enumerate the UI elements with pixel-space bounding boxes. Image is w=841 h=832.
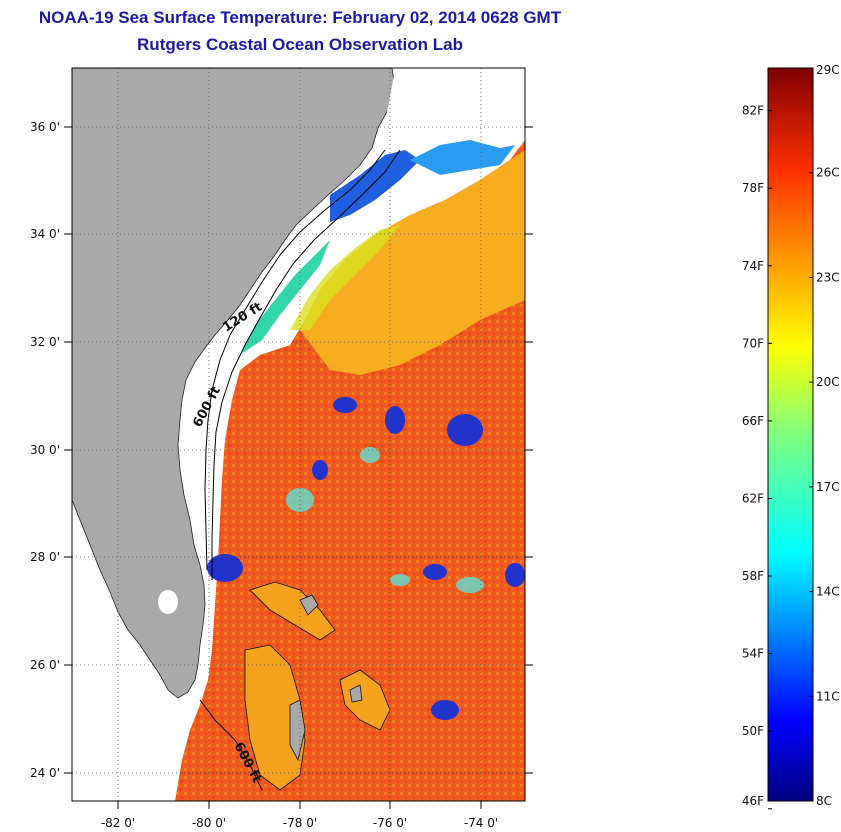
colorbar-f-label: 54F xyxy=(742,647,764,661)
colorbar-f-label: 82F xyxy=(742,104,764,118)
cloud-mask-coastal xyxy=(240,70,525,350)
colorbar-c-label: 8C xyxy=(816,794,832,808)
lat-label: 30 0' xyxy=(30,443,60,457)
lon-label: -76 0' xyxy=(373,816,407,830)
cool-patches xyxy=(286,447,484,593)
colorbar-f-label: 58F xyxy=(742,569,764,583)
colorbar-c-label: 17C xyxy=(816,480,840,494)
contour-600ft-south xyxy=(199,699,263,791)
colorbar xyxy=(767,67,814,802)
colorbar-celsius-labels: 29C 26C 23C 20C 17C 14C 11C 8C xyxy=(816,63,840,808)
colorbar-c-label: 23C xyxy=(816,270,840,284)
transition-band xyxy=(290,225,400,330)
colorbar-f-label: 62F xyxy=(742,491,764,505)
colorbar-c-label: 11C xyxy=(816,689,840,703)
colorbar-c-label: 20C xyxy=(816,375,840,389)
lon-label: -74 0' xyxy=(464,816,498,830)
map-ticks xyxy=(64,126,533,809)
map-title: NOAA-19 Sea Surface Temperature: Februar… xyxy=(38,8,562,27)
lat-label: 34 0' xyxy=(30,227,60,241)
colorbar-f-label: 70F xyxy=(742,336,764,350)
colorbar-f-label: 66F xyxy=(742,414,764,428)
cold-shelf-water-north xyxy=(410,140,515,175)
cool-shelf-green xyxy=(240,240,330,355)
lat-label: 32 0' xyxy=(30,335,60,349)
lat-label: 24 0' xyxy=(30,766,60,780)
colorbar-c-label: 26C xyxy=(816,166,840,180)
bahamas-banks xyxy=(244,581,391,791)
latitude-labels: 36 0' 34 0' 32 0' 30 0' 28 0' 26 0' 24 0… xyxy=(30,120,60,780)
northern-warm-band xyxy=(300,150,525,375)
colorbar-ticks xyxy=(768,67,813,810)
lat-label: 36 0' xyxy=(30,120,60,134)
colorbar-f-label: 46F xyxy=(742,794,764,808)
lon-label: -82 0' xyxy=(101,816,135,830)
lon-label: -78 0' xyxy=(283,816,317,830)
map-frame xyxy=(71,67,526,802)
colorbar-f-label: 74F xyxy=(742,259,764,273)
colorbar-f-label: 78F xyxy=(742,181,764,195)
longitude-labels: -82 0' -80 0' -78 0' -76 0' -74 0' xyxy=(101,816,498,830)
lake-okeechobee xyxy=(158,590,178,614)
contour-600ft xyxy=(211,149,401,580)
lon-label: -80 0' xyxy=(192,816,226,830)
colorbar-c-label: 14C xyxy=(816,585,840,599)
lat-label: 28 0' xyxy=(30,550,60,564)
contour-120ft xyxy=(204,149,386,571)
map-panel xyxy=(72,68,525,801)
colorbar-fahrenheit-labels: 82F 78F 74F 70F 66F 62F 58F 54F 50F 46F xyxy=(742,104,764,808)
land-mass xyxy=(72,68,396,699)
map-subtitle: Rutgers Coastal Ocean Observation Lab xyxy=(137,35,463,54)
colorbar-f-label: 50F xyxy=(742,724,764,738)
lat-label: 26 0' xyxy=(30,658,60,672)
colorbar-c-label: 29C xyxy=(816,63,840,77)
bahamas-islands xyxy=(289,594,363,762)
